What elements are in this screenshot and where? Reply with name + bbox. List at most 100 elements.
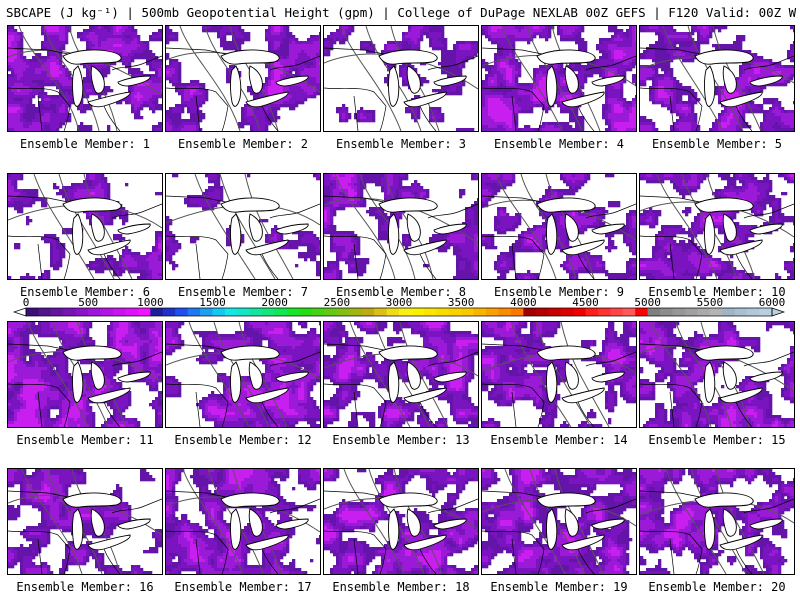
colorbar-swatch [50, 308, 64, 316]
geography-outline [8, 195, 162, 279]
ensemble-panel-11 [7, 321, 163, 428]
cape-map [482, 174, 636, 279]
cape-map [166, 322, 320, 427]
colorbar-swatch [523, 308, 537, 316]
colorbar-swatch [734, 308, 748, 316]
ensemble-panel-4 [481, 25, 637, 132]
cape-map [324, 26, 478, 131]
colorbar-swatch [63, 308, 77, 316]
colorbar-swatch [249, 308, 263, 316]
colorbar-tick-label: 3500 [448, 297, 475, 309]
cape-map [640, 174, 794, 279]
ensemble-member-label: Ensemble Member: 7 [165, 284, 321, 300]
ensemble-panel-16 [7, 468, 163, 575]
cape-field [8, 26, 162, 131]
cape-field [8, 174, 162, 279]
ensemble-panel-13 [323, 321, 479, 428]
ensemble-panel-12 [165, 321, 321, 428]
colorbar-swatch [747, 308, 760, 316]
ensemble-member-label: Ensemble Member: 11 [7, 432, 163, 448]
ensemble-member-label: Ensemble Member: 6 [7, 284, 163, 300]
ensemble-panel-18 [323, 468, 479, 575]
colorbar-swatch [150, 308, 164, 316]
colorbar-swatch [498, 308, 512, 316]
ensemble-member-label: Ensemble Member: 16 [7, 579, 163, 595]
colorbar-swatch [647, 308, 661, 316]
cape-map [482, 322, 636, 427]
ensemble-member-label: Ensemble Member: 9 [481, 284, 637, 300]
colorbar-tick-label: 500 [78, 297, 98, 309]
ensemble-member-label: Ensemble Member: 19 [481, 579, 637, 595]
colorbar-tick-label: 2000 [261, 297, 288, 309]
colorbar-swatch [274, 308, 288, 316]
colorbar-tick-label: 0 [23, 297, 30, 309]
ensemble-member-label: Ensemble Member: 13 [323, 432, 479, 448]
colorbar-swatch [535, 308, 549, 316]
ensemble-member-label: Ensemble Member: 17 [165, 579, 321, 595]
colorbar-swatch [237, 308, 251, 316]
colorbar-swatch [672, 308, 686, 316]
page-title: SBCAPE (J kg⁻¹) | 500mb Geopotential Hei… [6, 4, 796, 22]
cape-map [166, 174, 320, 279]
ensemble-member-label: Ensemble Member: 3 [323, 136, 479, 152]
colorbar-swatch [635, 308, 649, 316]
cape-map [640, 26, 794, 131]
colorbar-tick-label: 3000 [386, 297, 413, 309]
colorbar-swatch [423, 308, 437, 316]
ensemble-panel-6 [7, 173, 163, 280]
colorbar-swatch [200, 308, 213, 316]
geography-outline [324, 47, 478, 131]
colorbar-swatch [88, 308, 101, 316]
colorbar-swatch [610, 308, 624, 316]
geography-outline [166, 47, 320, 131]
cape-map [324, 469, 478, 574]
colorbar-swatch [311, 308, 325, 316]
colorbar-swatch [175, 308, 189, 316]
geography-outline [482, 343, 636, 427]
colorbar-swatch [38, 308, 52, 316]
colorbar-tick-label: 1000 [137, 297, 164, 309]
geography-outline [8, 343, 162, 427]
ensemble-panel-9 [481, 173, 637, 280]
colorbar-swatch [560, 308, 574, 316]
ensemble-member-label: Ensemble Member: 15 [639, 432, 795, 448]
cape-map [324, 174, 478, 279]
colorbar-swatch [709, 308, 723, 316]
ensemble-panel-8 [323, 173, 479, 280]
cape-map [640, 469, 794, 574]
colorbar-swatch [436, 308, 450, 316]
colorbar-swatch [597, 308, 611, 316]
cape-map [482, 469, 636, 574]
cape-field [640, 469, 794, 574]
colorbar-swatch [113, 308, 126, 316]
geography-outline [640, 490, 794, 574]
colorbar-swatch [684, 308, 698, 316]
colorbar-tick-label: 4500 [572, 297, 599, 309]
ensemble-member-label: Ensemble Member: 2 [165, 136, 321, 152]
height-contours [324, 174, 478, 279]
colorbar-tick-label: 4000 [510, 297, 537, 309]
ensemble-panel-7 [165, 173, 321, 280]
colorbar-swatch [722, 308, 736, 316]
geography-outline [640, 195, 794, 279]
colorbar-swatch [162, 308, 176, 316]
geography-outline [482, 195, 636, 279]
colorbar-swatch [287, 308, 300, 316]
geography-outline [8, 490, 162, 574]
colorbar-tick-label: 1500 [199, 297, 226, 309]
cape-map [640, 322, 794, 427]
geography-outline [640, 343, 794, 427]
ensemble-member-label: Ensemble Member: 14 [481, 432, 637, 448]
ensemble-panel-5 [639, 25, 795, 132]
colorbar-tick-label: 5500 [697, 297, 724, 309]
colorbar-tick-label: 5000 [634, 297, 661, 309]
ensemble-panel-14 [481, 321, 637, 428]
cape-map [8, 322, 162, 427]
geography-outline [166, 490, 320, 574]
colorbar-swatch [374, 308, 387, 316]
ensemble-panel-10 [639, 173, 795, 280]
colorbar-swatch [486, 308, 499, 316]
colorbar-swatch [75, 308, 89, 316]
colorbar-tick-label: 6000 [759, 297, 786, 309]
colorbar-swatch [26, 308, 39, 316]
